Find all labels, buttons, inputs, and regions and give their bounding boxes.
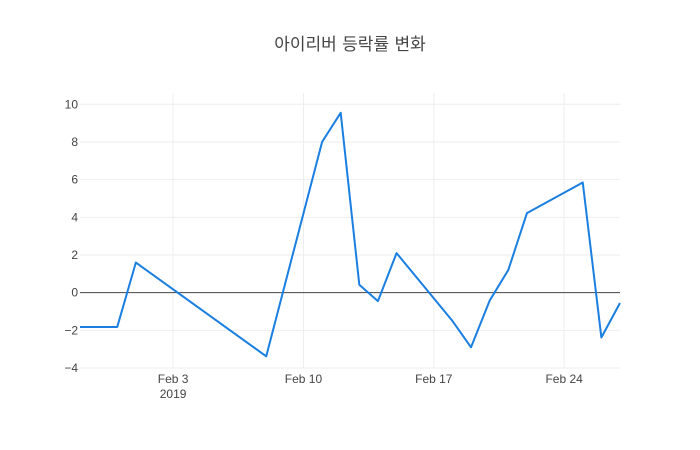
y-tick-label: −4 [64, 361, 78, 375]
data-point [488, 299, 492, 303]
x-tick-sublabel: 2019 [160, 387, 187, 401]
chart-title: 아이리버 등락률 변화 [274, 35, 426, 55]
x-tick-label: Feb 17 [415, 372, 453, 386]
data-point [376, 299, 380, 303]
data-point [525, 211, 529, 215]
data-point [115, 325, 119, 329]
data-point [450, 319, 454, 323]
y-tick-label: 6 [71, 173, 78, 187]
data-point [339, 111, 343, 115]
data-point [134, 261, 138, 265]
data-point [395, 251, 399, 255]
x-tick-label: Feb 24 [545, 372, 583, 386]
data-point [506, 268, 510, 272]
x-tick-label: Feb 3 [158, 372, 189, 386]
data-point [599, 335, 603, 339]
y-tick-label: 4 [71, 210, 78, 224]
data-point [320, 140, 324, 144]
y-tick-label: −2 [64, 323, 78, 337]
y-tick-label: 10 [65, 97, 79, 111]
data-point [581, 180, 585, 184]
y-tick-label: 8 [71, 135, 78, 149]
data-point [78, 325, 82, 329]
grid-layer [80, 93, 620, 369]
data-point [264, 354, 268, 358]
series-line [80, 111, 621, 358]
data-point [618, 301, 622, 305]
series-layer [78, 111, 622, 358]
y-axis-ticks: 10 8 6 4 2 0 −2 −4 [64, 97, 78, 375]
x-tick-label: Feb 10 [285, 372, 323, 386]
data-point [469, 345, 473, 349]
data-point [357, 283, 361, 287]
y-tick-label: 2 [71, 248, 78, 262]
y-tick-label: 0 [71, 286, 78, 300]
